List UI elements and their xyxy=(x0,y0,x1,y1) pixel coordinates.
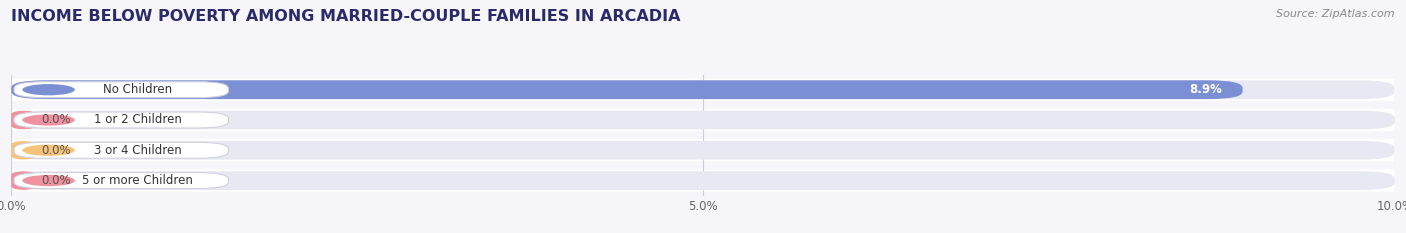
Text: 0.0%: 0.0% xyxy=(42,174,72,187)
FancyBboxPatch shape xyxy=(11,169,1395,192)
Text: 3 or 4 Children: 3 or 4 Children xyxy=(94,144,181,157)
FancyBboxPatch shape xyxy=(11,79,1395,101)
Ellipse shape xyxy=(22,175,75,186)
Text: 5 or more Children: 5 or more Children xyxy=(83,174,193,187)
FancyBboxPatch shape xyxy=(11,109,1395,131)
Text: 8.9%: 8.9% xyxy=(1189,83,1222,96)
FancyBboxPatch shape xyxy=(11,80,1395,99)
FancyBboxPatch shape xyxy=(11,80,1243,99)
FancyBboxPatch shape xyxy=(14,173,228,188)
FancyBboxPatch shape xyxy=(11,139,1395,161)
FancyBboxPatch shape xyxy=(14,142,228,158)
Text: 1 or 2 Children: 1 or 2 Children xyxy=(94,113,181,127)
Text: 0.0%: 0.0% xyxy=(42,144,72,157)
Text: 0.0%: 0.0% xyxy=(42,113,72,127)
FancyBboxPatch shape xyxy=(11,141,1395,160)
FancyBboxPatch shape xyxy=(11,111,1395,129)
FancyBboxPatch shape xyxy=(11,171,37,190)
FancyBboxPatch shape xyxy=(14,82,228,98)
FancyBboxPatch shape xyxy=(11,141,37,160)
FancyBboxPatch shape xyxy=(11,111,37,129)
FancyBboxPatch shape xyxy=(11,171,1395,190)
Text: INCOME BELOW POVERTY AMONG MARRIED-COUPLE FAMILIES IN ARCADIA: INCOME BELOW POVERTY AMONG MARRIED-COUPL… xyxy=(11,9,681,24)
Text: Source: ZipAtlas.com: Source: ZipAtlas.com xyxy=(1277,9,1395,19)
Ellipse shape xyxy=(22,114,75,126)
FancyBboxPatch shape xyxy=(14,112,228,128)
Ellipse shape xyxy=(22,84,75,95)
Text: No Children: No Children xyxy=(103,83,173,96)
Ellipse shape xyxy=(22,145,75,156)
